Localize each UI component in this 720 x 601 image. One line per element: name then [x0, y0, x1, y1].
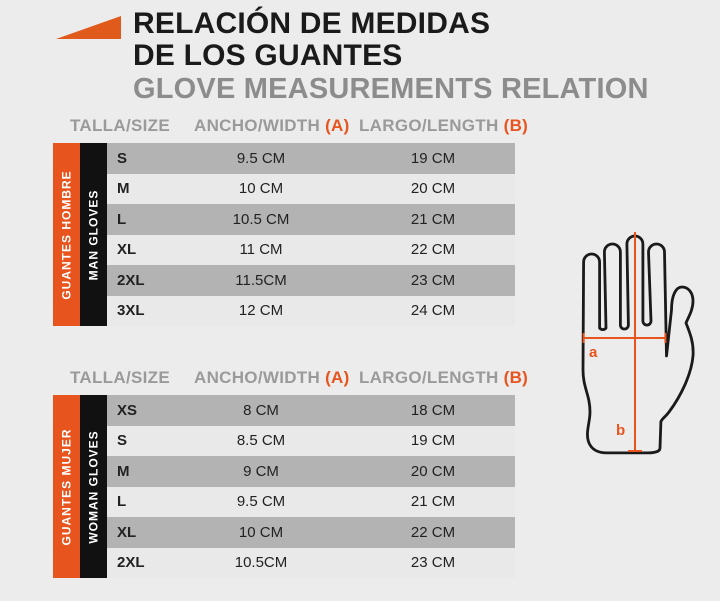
svg-text:b: b	[616, 422, 625, 439]
svg-text:a: a	[589, 344, 598, 361]
